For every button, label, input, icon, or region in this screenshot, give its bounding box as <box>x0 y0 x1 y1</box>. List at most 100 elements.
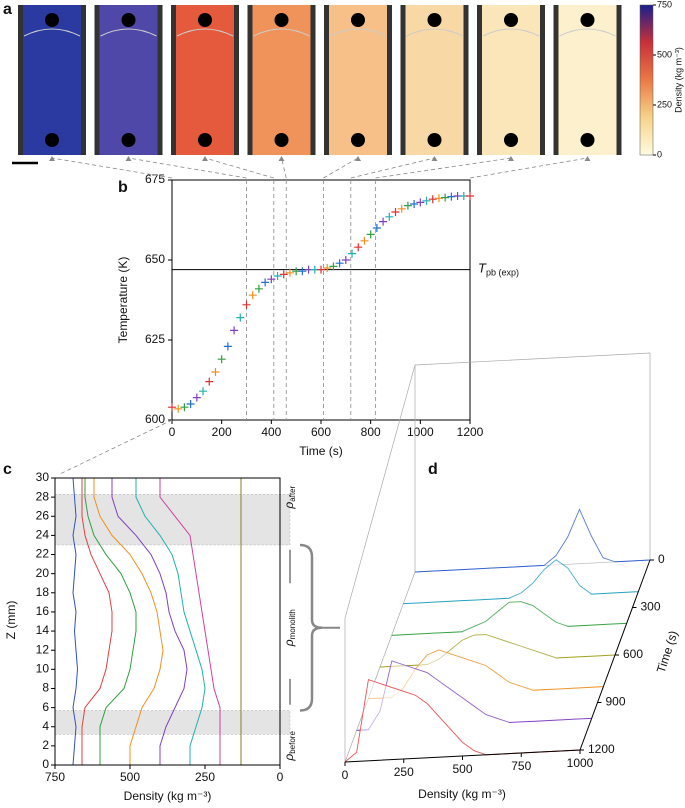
marker-dot <box>580 13 595 27</box>
y-tick-label: 10 <box>36 662 50 676</box>
data-point <box>223 342 232 351</box>
spectrum <box>391 601 627 636</box>
marker-dot <box>504 13 518 27</box>
connector <box>51 157 173 179</box>
y-tick-label: 900 <box>606 695 626 709</box>
data-point <box>466 192 474 200</box>
x-tick-label: 0 <box>342 768 349 782</box>
marker-dot <box>45 13 59 27</box>
colorbar-tick-label: 250 <box>657 99 672 109</box>
colorbar-title: Density (kg m⁻³) <box>673 47 683 113</box>
connector <box>323 157 359 179</box>
data-point <box>285 268 294 277</box>
y-tick-label: 8 <box>42 681 49 695</box>
y-tick-label: 12 <box>36 642 50 656</box>
annotation: ρbefore <box>282 731 297 762</box>
data-point <box>341 256 350 264</box>
x-tick-label: 750 <box>511 759 531 773</box>
image <box>176 5 234 155</box>
image-edge <box>406 28 463 37</box>
x-tick-label: 500 <box>120 770 140 784</box>
reference-label: Tpb (exp) <box>478 261 519 278</box>
marker-dot <box>427 13 442 27</box>
annotation-subscript: after <box>288 485 297 501</box>
x-tick-label: 1000 <box>407 425 434 439</box>
image <box>482 5 540 155</box>
marker-dot <box>121 133 136 147</box>
data-point <box>254 284 263 293</box>
data-point <box>317 265 325 274</box>
data-point <box>416 198 425 207</box>
data-point <box>447 192 456 201</box>
image <box>558 5 617 155</box>
colorbar-tick-label: 500 <box>657 49 672 59</box>
image <box>329 5 387 155</box>
brace <box>299 543 323 712</box>
arrowhead <box>584 156 591 161</box>
x-tick-label: 600 <box>311 425 331 439</box>
x-tick-label: 1000 <box>567 756 594 770</box>
x-tick-label: 400 <box>261 425 281 439</box>
annotation-symbol: ρ <box>282 754 296 762</box>
image-edge <box>23 28 81 37</box>
image-edge <box>482 28 540 37</box>
spectrum <box>414 508 651 573</box>
x-tick-label: 0 <box>169 425 176 439</box>
arrowhead <box>508 156 514 161</box>
data-point <box>397 204 406 213</box>
image-edge <box>559 28 616 37</box>
x-tick-label: 1200 <box>457 425 484 439</box>
profile-line <box>81 478 113 765</box>
annotation-subscript: monolith <box>288 609 297 639</box>
marker-dot <box>121 13 136 27</box>
image <box>99 5 158 155</box>
y-tick-label: 22 <box>36 547 50 561</box>
annotation-symbol: ρ <box>282 639 296 647</box>
y-axis-title: Temperature (K) <box>116 257 130 344</box>
plot-frame <box>171 179 471 421</box>
y-tick-label: 30 <box>36 470 50 484</box>
profile-line <box>159 478 221 765</box>
annotation-subscript: before <box>288 731 297 754</box>
panel-label: a <box>3 1 12 18</box>
y-tick-label: 0 <box>42 757 49 771</box>
data-point <box>267 275 276 284</box>
data-point <box>174 404 183 413</box>
spectrum-fill <box>391 601 627 636</box>
reference-symbol: T <box>478 261 487 276</box>
spectrum-fill <box>403 559 639 604</box>
x-tick-label: 800 <box>361 425 381 439</box>
panel-label: b <box>118 179 128 196</box>
connector <box>59 419 173 475</box>
marker-dot <box>198 13 212 27</box>
data-point <box>180 403 189 412</box>
y-tick-label: 24 <box>36 528 50 542</box>
data-point <box>298 267 307 276</box>
connector <box>350 157 435 179</box>
shaded-region <box>54 494 291 546</box>
profile-line <box>135 478 206 765</box>
arrowhead <box>49 156 55 161</box>
arrowhead <box>202 156 208 161</box>
colorbar-tick-label: 750 <box>657 0 672 9</box>
spectrum <box>356 660 592 731</box>
x-tick-label: 0 <box>277 770 284 784</box>
marker-dot <box>427 133 442 147</box>
panel-label: c <box>3 461 12 478</box>
data-point <box>205 377 214 386</box>
spectrum-fill <box>415 509 650 572</box>
image-edge <box>253 28 310 37</box>
y-tick-label: 600 <box>623 647 643 661</box>
colorbar <box>639 4 654 156</box>
x-axis-title: Time (s) <box>299 444 343 458</box>
image <box>405 5 464 155</box>
y-tick-label: 625 <box>145 332 165 346</box>
data-point <box>410 200 419 208</box>
data-point <box>323 264 332 272</box>
y-tick-label: 300 <box>641 600 661 614</box>
connector <box>375 157 512 179</box>
profile-line <box>111 478 188 765</box>
y-tick-label: 2 <box>42 738 49 752</box>
data-point <box>236 313 245 322</box>
